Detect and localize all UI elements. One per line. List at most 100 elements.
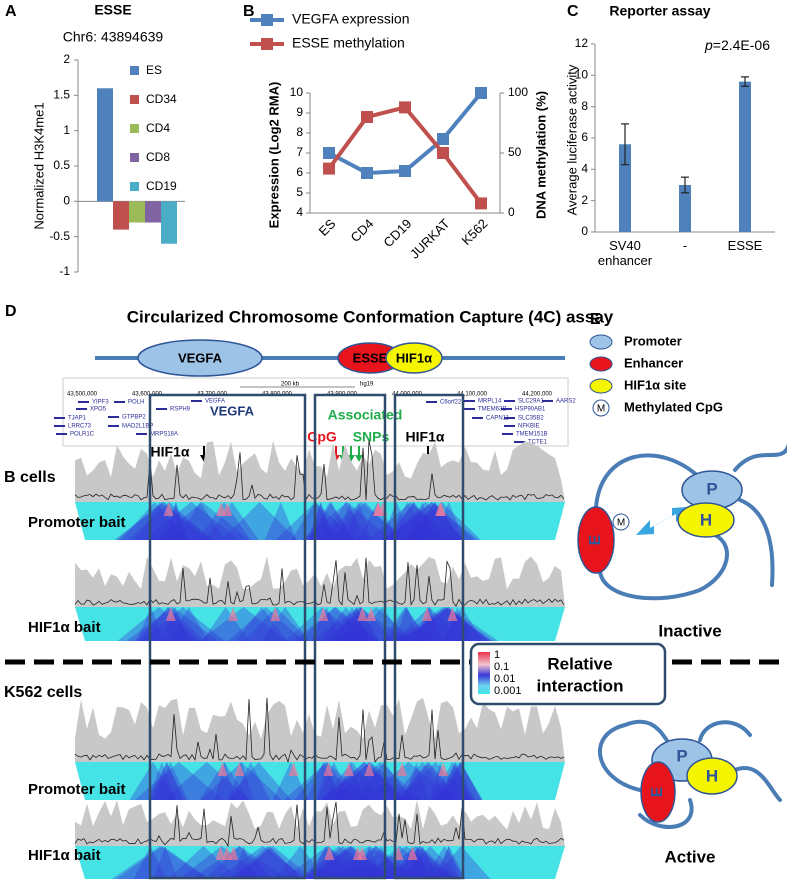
interaction-patch	[385, 502, 478, 540]
state-label: Active	[664, 847, 715, 866]
interaction-peak	[216, 502, 227, 516]
interaction-patch	[153, 846, 178, 879]
interaction-patch	[332, 607, 373, 641]
interaction-patch	[384, 502, 444, 540]
interaction-patch	[294, 762, 357, 800]
interaction-patch	[133, 607, 205, 641]
shape-letter: E	[587, 534, 604, 545]
color-bar	[478, 652, 490, 694]
enhancer	[577, 506, 615, 574]
interaction-patch	[383, 846, 457, 879]
y-tick-label: 6	[296, 165, 303, 179]
panel-letter: B	[243, 3, 255, 20]
interaction-patch	[231, 846, 304, 879]
interaction-peak	[270, 607, 281, 621]
signal-line	[74, 557, 565, 608]
interaction-patch	[232, 846, 256, 879]
track-label: HIF1α bait	[28, 847, 101, 864]
color-bar-label: 1	[494, 649, 500, 661]
methyl-cpg	[612, 513, 630, 531]
gene-label: NFKBIE	[518, 424, 540, 430]
gene-label: VEGFA	[205, 399, 225, 405]
marker	[323, 162, 335, 175]
interaction-patch	[272, 762, 309, 800]
interaction-patch	[328, 607, 395, 641]
interaction-patch	[403, 762, 429, 800]
signal-area	[75, 800, 565, 846]
legend-swatch	[589, 356, 613, 372]
legend-label: Enhancer	[624, 355, 683, 370]
interaction-patch	[390, 762, 454, 800]
interaction-patch	[169, 607, 209, 641]
annotation: p=2.4E-06	[704, 37, 770, 53]
x-tick-label: ES	[316, 216, 339, 239]
legend-swatch	[589, 334, 613, 350]
interaction-patch	[380, 607, 430, 641]
interaction-patch	[389, 846, 450, 879]
y2-tick-label: 0	[508, 205, 515, 219]
track-label: Promoter bait	[28, 781, 126, 798]
marker	[475, 197, 487, 210]
enhancer	[640, 761, 676, 823]
interaction-patch	[432, 846, 491, 879]
x-tick-label: CD19	[380, 216, 414, 250]
marker	[399, 165, 411, 177]
interaction-patch	[139, 607, 197, 641]
legend-swatch	[589, 378, 613, 394]
interaction-patch	[226, 762, 292, 800]
interaction-peak	[222, 846, 233, 860]
interaction-patch	[116, 846, 210, 879]
browser-scale: 200 kb	[281, 382, 300, 388]
y-tick-label: 9	[296, 105, 303, 119]
interaction-patch	[439, 762, 483, 800]
interaction-peak	[323, 762, 334, 776]
interaction-patch	[114, 502, 214, 540]
interaction-patch	[405, 846, 430, 879]
annotation-part: =2.4E-06	[713, 37, 770, 53]
interaction-patch	[155, 502, 250, 540]
interaction-patch	[334, 762, 366, 800]
interaction-patch	[416, 607, 443, 641]
interaction-patch	[297, 607, 372, 641]
interaction-peak	[357, 607, 368, 621]
gene-label: YIPF3	[92, 400, 109, 406]
panel-title: Circularized Chromosome Conformation Cap…	[127, 307, 614, 326]
gene-label: TJAP1	[68, 416, 87, 422]
coordinate-label: 43,600,000	[132, 392, 163, 398]
interaction-patch	[140, 607, 225, 641]
interaction-peak	[165, 607, 176, 621]
interaction-patch	[175, 502, 225, 540]
interaction-patch	[311, 846, 393, 879]
legend-swatch	[130, 153, 139, 162]
dna-loop	[597, 719, 670, 792]
legend-swatch	[130, 124, 139, 133]
legend-label: CD19	[146, 179, 177, 193]
gene-label: TCTE1	[528, 440, 548, 446]
marker	[437, 133, 449, 145]
gene-label: MAD2L1BP	[122, 424, 153, 430]
interaction-patch	[216, 846, 309, 879]
panel-letter: D	[5, 303, 17, 320]
interaction-peak	[288, 762, 299, 776]
signal-area	[75, 440, 565, 502]
interaction-patch	[398, 607, 499, 641]
interaction-patch	[337, 502, 362, 540]
annotation: Associated	[328, 407, 403, 423]
interaction-patch	[111, 846, 209, 879]
annotation: CpG	[307, 429, 337, 445]
interaction-patch	[135, 502, 185, 540]
gene-label: GTPBP2	[122, 415, 146, 421]
interaction-peak	[357, 846, 368, 860]
x-tick-label: CD4	[348, 216, 377, 245]
interaction-peak	[343, 762, 354, 776]
color-bar-label: 0.001	[494, 685, 522, 697]
y-tick-label: 6	[581, 130, 588, 144]
interaction-peak	[366, 607, 377, 621]
interaction-patch	[304, 502, 356, 540]
interaction-patch	[316, 502, 407, 540]
hif1a-site	[677, 502, 735, 538]
interaction-peak	[217, 762, 228, 776]
interaction-peak	[318, 607, 329, 621]
legend-title: Relative	[547, 654, 612, 673]
